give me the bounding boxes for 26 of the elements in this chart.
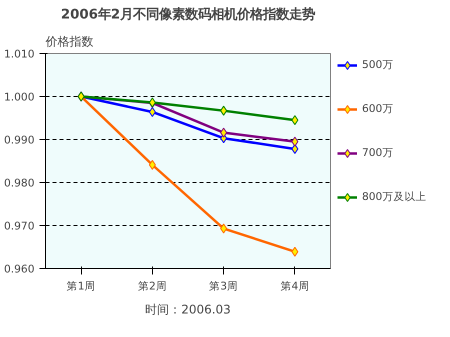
x-tick-label: 第1周 <box>66 280 96 292</box>
y-tick-label: 1.010 <box>4 48 35 60</box>
y-axis-title: 价格指数 <box>44 34 94 48</box>
legend-label: 800万及以上 <box>362 189 428 205</box>
y-tick-label: 0.990 <box>4 134 35 146</box>
point <box>220 128 228 138</box>
legend-label: 700万 <box>362 145 394 161</box>
y-tick-label: 1.000 <box>4 90 35 104</box>
x-tick-label: 第3周 <box>209 280 238 292</box>
legend-label: 600万 <box>362 101 394 117</box>
point <box>291 144 298 154</box>
point <box>220 224 228 234</box>
text: 时间：2006.03 <box>145 302 231 316</box>
y-tick-label: 0.970 <box>4 220 35 232</box>
legend-label: 500万 <box>362 57 394 73</box>
y-tick-label: 0.980 <box>4 176 35 190</box>
y-tick-label: 0.960 <box>4 262 35 276</box>
point <box>148 160 156 170</box>
point <box>220 106 228 116</box>
point <box>148 106 156 117</box>
x-tick-label: 第2周 <box>138 280 167 292</box>
chart-title: 2006年2月不同像素数码相机价格指数走势 <box>60 6 316 22</box>
point <box>291 115 298 126</box>
x-tick-label: 第4周 <box>280 280 310 292</box>
point <box>291 136 298 147</box>
point <box>291 246 298 257</box>
